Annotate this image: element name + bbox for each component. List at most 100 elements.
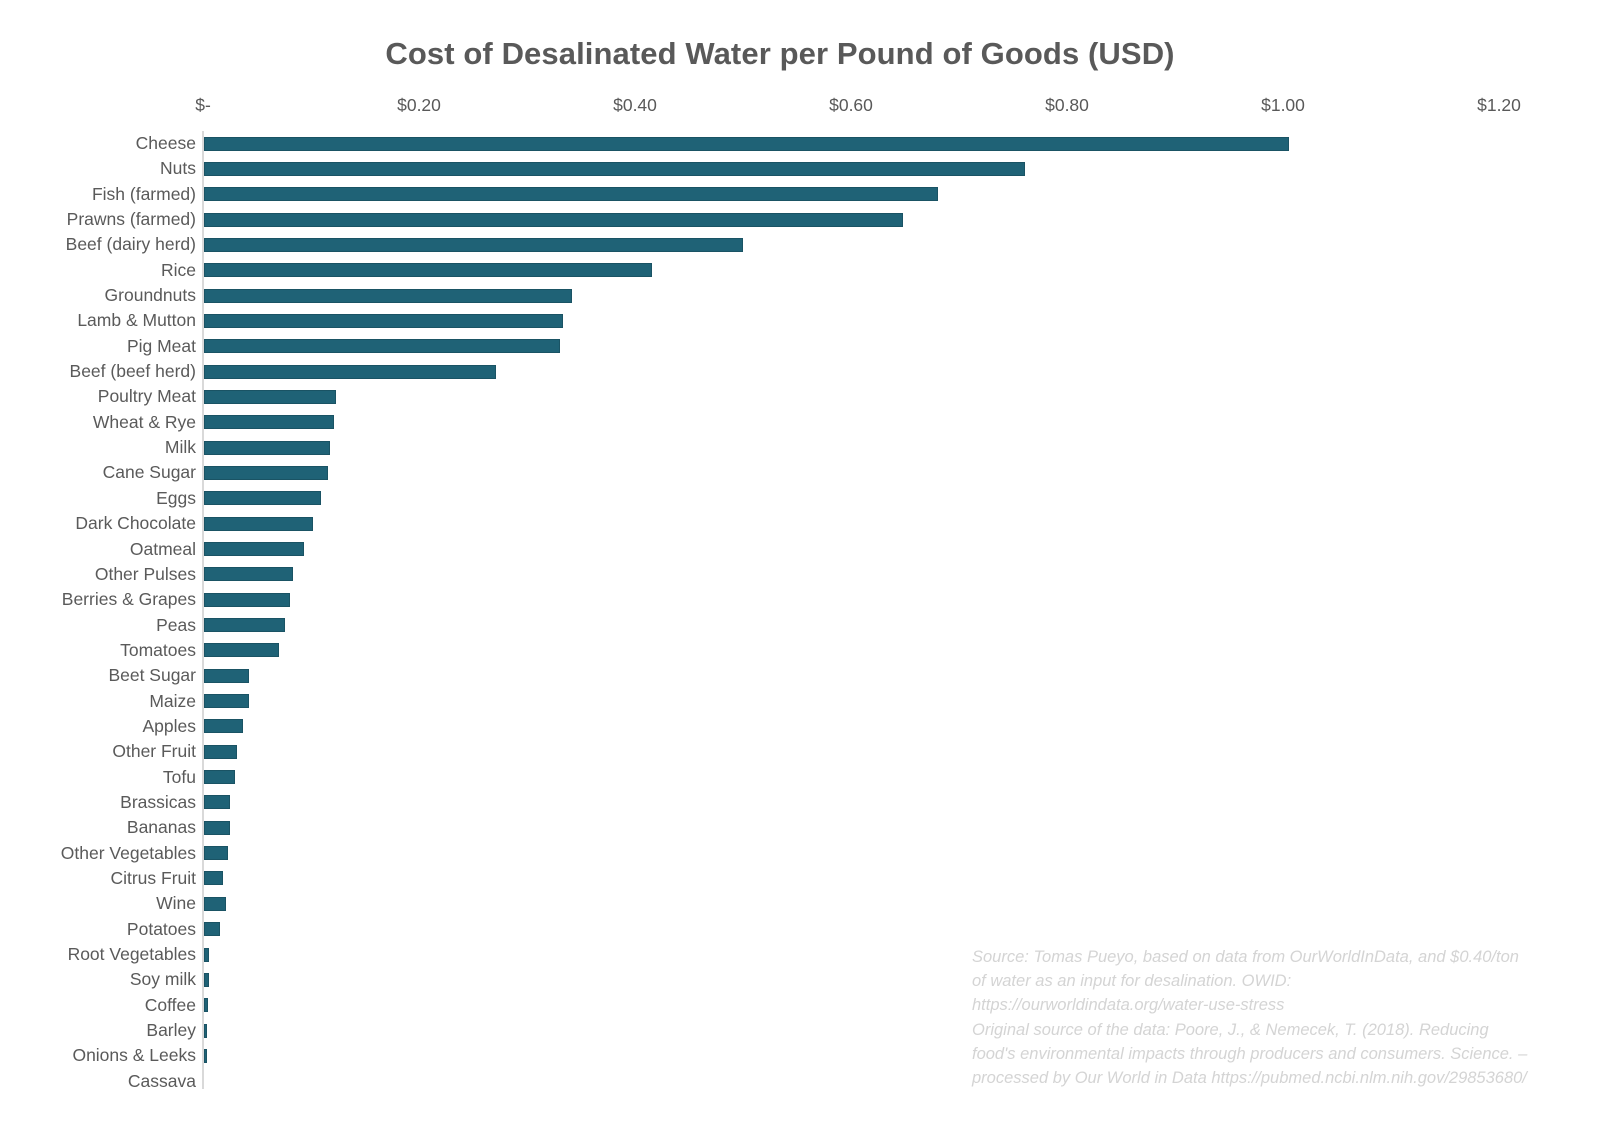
bar[interactable] (204, 972, 210, 987)
bar-track (204, 161, 1584, 176)
category-label: Other Vegetables (60, 842, 196, 863)
bar-row: Tofu (0, 765, 1600, 790)
bar[interactable] (204, 998, 209, 1013)
bar-row: Onions & Leeks (0, 1043, 1600, 1068)
bar-track (204, 744, 1584, 759)
source-note-line: Source: Tomas Pueyo, based on data from … (972, 948, 1519, 1015)
x-axis-tick-0: $- (195, 95, 211, 115)
category-label: Soy milk (129, 969, 196, 990)
category-label: Pig Meat (126, 335, 196, 356)
bar-track (204, 288, 1584, 303)
bar-row: Wheat & Rye (0, 410, 1600, 435)
bar[interactable] (204, 187, 939, 202)
bar[interactable] (204, 516, 314, 531)
bar-rows: Cheese Nuts Fish (farmed) Prawns (farmed) Be… (0, 131, 1600, 1094)
bar-track (204, 1023, 1584, 1038)
bar-row: Other Fruit (0, 739, 1600, 764)
category-label: Beet Sugar (108, 665, 196, 686)
bar-row: Cheese (0, 131, 1600, 156)
bar-track (204, 618, 1584, 633)
bar-track (204, 339, 1584, 354)
bar[interactable] (204, 440, 331, 455)
bar-row: Cassava (0, 1069, 1600, 1094)
bar[interactable] (204, 744, 238, 759)
bar[interactable] (204, 415, 334, 430)
bar-track (204, 542, 1584, 556)
bar-track (204, 415, 1584, 430)
bar-row: Peas (0, 613, 1600, 638)
x-axis-tick-1: $0.20 (397, 95, 441, 115)
x-axis-tick-labels: $- $0.20 $0.40 $0.60 $0.80 $1.00 $1.20 (0, 95, 1600, 119)
bar[interactable] (204, 820, 230, 835)
bar-row: Dark Chocolate (0, 511, 1600, 536)
category-label: Tofu (162, 766, 196, 787)
bar-row: Berries & Grapes (0, 587, 1600, 612)
bar-track (204, 694, 1584, 709)
x-axis-tick-6: $1.20 (1477, 95, 1521, 115)
bar-track (204, 136, 1584, 151)
bar-track (204, 212, 1584, 227)
bar[interactable] (204, 770, 236, 785)
bar[interactable] (204, 592, 291, 607)
category-label: Dark Chocolate (75, 513, 196, 534)
category-label: Oatmeal (129, 538, 196, 559)
bar[interactable] (204, 389, 336, 404)
bar-row: Wine (0, 891, 1600, 916)
category-label: Poultry Meat (97, 386, 196, 407)
category-label: Wheat & Rye (92, 411, 196, 432)
bar[interactable] (204, 1048, 208, 1063)
bar[interactable] (204, 947, 210, 962)
category-label: Coffee (144, 994, 196, 1015)
bar[interactable] (204, 668, 250, 683)
bar[interactable] (204, 896, 226, 911)
bar-track (204, 643, 1584, 658)
bar-track (204, 972, 1584, 987)
category-label: Wine (156, 893, 196, 914)
bar[interactable] (204, 1023, 208, 1038)
bar[interactable] (204, 212, 903, 227)
category-label: Milk (164, 437, 196, 458)
bar-row: Citrus Fruit (0, 866, 1600, 891)
bar-row: Bananas (0, 815, 1600, 840)
bar[interactable] (204, 339, 561, 354)
category-label: Prawns (farmed) (66, 209, 196, 230)
bar-row: Poultry Meat (0, 384, 1600, 409)
category-label: Peas (156, 614, 196, 635)
bar[interactable] (204, 871, 224, 886)
bar[interactable] (204, 161, 1025, 176)
bar-row: Coffee (0, 993, 1600, 1018)
bar[interactable] (204, 643, 279, 658)
bar[interactable] (204, 263, 653, 278)
bar[interactable] (204, 465, 329, 480)
bar-track (204, 947, 1584, 962)
bar-row: Root Vegetables (0, 942, 1600, 967)
bar-track (204, 364, 1584, 379)
bar-row: Milk (0, 435, 1600, 460)
category-label: Bananas (126, 817, 196, 838)
bar-row: Other Pulses (0, 562, 1600, 587)
bar[interactable] (204, 795, 230, 810)
bar[interactable] (204, 618, 285, 633)
bar-track (204, 871, 1584, 886)
bar[interactable] (204, 313, 563, 328)
bar[interactable] (204, 364, 496, 379)
bar[interactable] (204, 237, 743, 252)
bar[interactable] (204, 567, 293, 582)
bar-track (204, 1048, 1584, 1063)
bar-track (204, 770, 1584, 785)
category-label: Root Vegetables (67, 944, 196, 964)
bar-track (204, 389, 1584, 404)
bar[interactable] (204, 288, 573, 303)
bar[interactable] (204, 694, 250, 709)
bar[interactable] (204, 719, 243, 734)
bar[interactable] (204, 136, 1290, 151)
bar-row: Rice (0, 258, 1600, 283)
bar-row: Oatmeal (0, 537, 1600, 562)
bar-row: Soy milk (0, 967, 1600, 992)
bar[interactable] (204, 491, 321, 506)
bar[interactable] (204, 542, 305, 556)
source-note: Source: Tomas Pueyo, based on data from … (972, 945, 1532, 1090)
bar[interactable] (204, 846, 228, 861)
bar[interactable] (204, 922, 221, 937)
